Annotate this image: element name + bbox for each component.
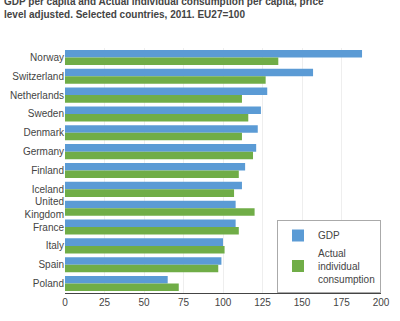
svg-text:Actualindividualconsumption: Actualindividualconsumption	[318, 248, 375, 285]
svg-text:Poland: Poland	[33, 278, 64, 289]
svg-text:50: 50	[138, 297, 150, 308]
svg-text:200: 200	[373, 297, 390, 308]
svg-text:UnitedKingdom: UnitedKingdom	[25, 196, 64, 220]
svg-text:Sweden: Sweden	[28, 108, 64, 119]
svg-text:GDP per capita and Actual indi: GDP per capita and Actual individual con…	[4, 0, 324, 20]
svg-text:Finland: Finland	[31, 165, 64, 176]
svg-text:150: 150	[294, 297, 311, 308]
svg-text:Switzerland: Switzerland	[12, 71, 64, 82]
svg-text:Netherlands: Netherlands	[10, 90, 64, 101]
svg-text:175: 175	[333, 297, 350, 308]
svg-text:25: 25	[99, 297, 111, 308]
svg-text:125: 125	[254, 297, 271, 308]
svg-text:Denmark: Denmark	[23, 127, 65, 138]
svg-text:Iceland: Iceland	[32, 184, 64, 195]
svg-text:France: France	[33, 222, 65, 233]
svg-text:Germany: Germany	[23, 146, 64, 157]
svg-text:GDP: GDP	[318, 230, 340, 241]
svg-text:Italy: Italy	[46, 240, 64, 251]
svg-text:0: 0	[62, 297, 68, 308]
svg-text:Spain: Spain	[38, 259, 64, 270]
svg-text:75: 75	[178, 297, 190, 308]
svg-text:Norway: Norway	[30, 52, 64, 63]
svg-text:100: 100	[215, 297, 232, 308]
